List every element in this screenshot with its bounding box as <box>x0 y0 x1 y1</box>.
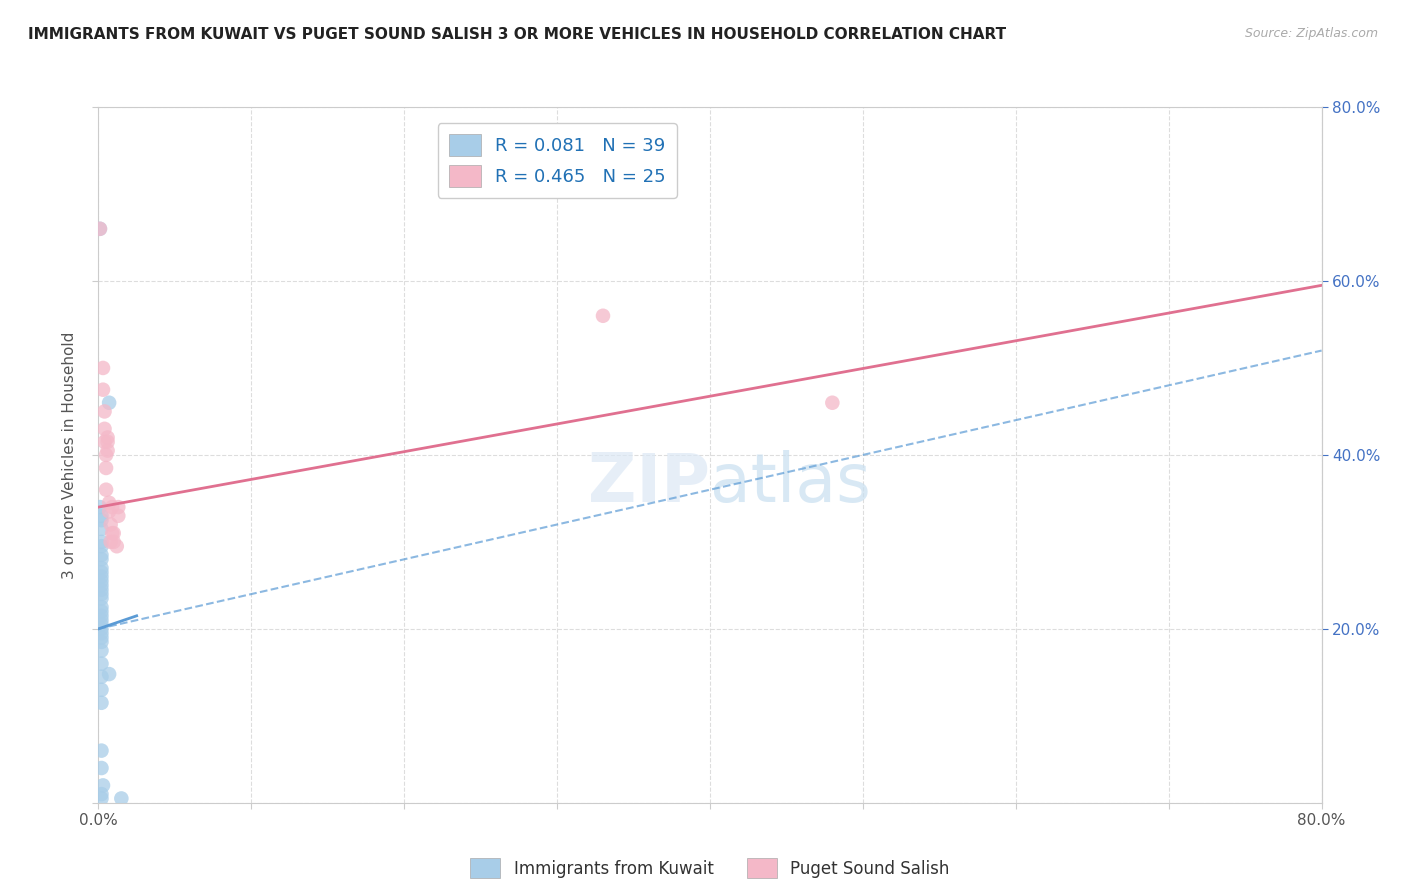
Point <box>90 744 112 758</box>
Point <box>91 778 114 792</box>
Text: Source: ZipAtlas.com: Source: ZipAtlas.com <box>1244 27 1378 40</box>
Point <box>90 600 112 615</box>
Point <box>107 500 129 514</box>
Point <box>91 360 114 375</box>
Point <box>90 574 112 588</box>
Point <box>89 500 111 514</box>
Point <box>98 504 121 518</box>
Point <box>98 667 121 681</box>
Point <box>90 539 112 553</box>
Point <box>90 570 112 584</box>
Point <box>821 396 844 410</box>
Point <box>90 613 112 627</box>
Point <box>90 561 112 575</box>
Point <box>98 396 121 410</box>
Point <box>90 791 112 805</box>
Point <box>97 434 120 449</box>
Point <box>90 566 112 580</box>
Y-axis label: 3 or more Vehicles in Household: 3 or more Vehicles in Household <box>62 331 77 579</box>
Point <box>110 791 132 805</box>
Point <box>100 534 122 549</box>
Point <box>94 461 117 475</box>
Point <box>98 496 121 510</box>
Point <box>90 696 112 710</box>
Point <box>90 635 112 649</box>
Point <box>90 508 112 523</box>
Point <box>97 431 120 445</box>
Point <box>90 761 112 775</box>
Point <box>90 626 112 640</box>
Point <box>93 422 115 436</box>
Point <box>94 483 117 497</box>
Point <box>90 591 112 606</box>
Point <box>90 605 112 619</box>
Point <box>103 526 125 541</box>
Point <box>90 682 112 697</box>
Point <box>107 508 129 523</box>
Point <box>90 578 112 592</box>
Point <box>105 539 128 553</box>
Point <box>90 622 112 636</box>
Point <box>90 552 112 566</box>
Point <box>90 787 112 801</box>
Point <box>93 404 115 418</box>
Point <box>90 631 112 645</box>
Text: ZIP: ZIP <box>588 450 710 516</box>
Point <box>90 608 112 623</box>
Point <box>90 657 112 671</box>
Text: atlas: atlas <box>710 450 870 516</box>
Point <box>101 500 124 514</box>
Point <box>90 548 112 562</box>
Point <box>103 534 125 549</box>
Point <box>91 383 114 397</box>
Point <box>89 221 111 235</box>
Text: IMMIGRANTS FROM KUWAIT VS PUGET SOUND SALISH 3 OR MORE VEHICLES IN HOUSEHOLD COR: IMMIGRANTS FROM KUWAIT VS PUGET SOUND SA… <box>28 27 1007 42</box>
Point <box>101 526 124 541</box>
Point <box>90 670 112 684</box>
Point <box>90 643 112 657</box>
Point <box>90 582 112 597</box>
Point <box>100 517 122 532</box>
Point <box>90 587 112 601</box>
Point <box>90 534 112 549</box>
Legend: Immigrants from Kuwait, Puget Sound Salish: Immigrants from Kuwait, Puget Sound Sali… <box>464 851 956 885</box>
Point <box>97 443 120 458</box>
Point <box>592 309 614 323</box>
Point <box>89 221 111 235</box>
Point <box>90 513 112 527</box>
Point <box>93 434 115 449</box>
Point <box>94 448 117 462</box>
Point <box>90 522 112 536</box>
Point <box>90 617 112 632</box>
